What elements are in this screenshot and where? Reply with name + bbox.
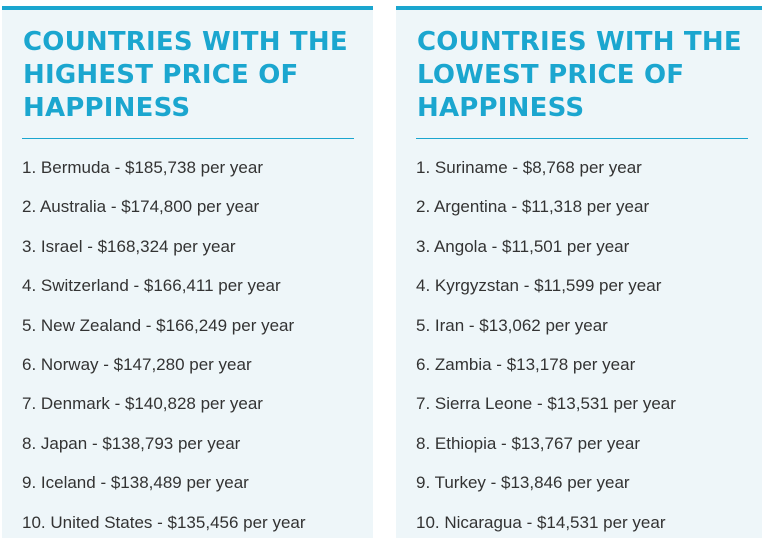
list-item: 1. Suriname - $8,768 per year (416, 158, 642, 177)
list-item: 7. Sierra Leone - $13,531 per year (416, 394, 676, 414)
list-item: 6. Norway - $147,280 per year (22, 354, 252, 374)
lowest-price-title: COUNTRIES WITH THE LOWEST PRICE OF HAPPI… (417, 27, 742, 123)
highest-price-title: COUNTRIES WITH THE HIGHEST PRICE OF HAPP… (23, 27, 348, 123)
list-item: 3. Angola - $11,501 per year (416, 236, 630, 256)
list-item: 6. Zambia - $13,178 per year (416, 354, 636, 374)
lowest-price-list: 1. Suriname - $8,768 per year 2. Argenti… (416, 153, 761, 538)
list-item: 2. Argentina - $11,318 per year (416, 197, 650, 217)
list-item: 8. Japan - $138,793 per year (22, 433, 241, 453)
list-item: 1. Bermuda - $185,738 per year (22, 158, 263, 177)
highest-price-list: 1. Bermuda - $185,738 per year 2. Austra… (22, 153, 367, 538)
list-item: 4. Kyrgyzstan - $11,599 per year (416, 276, 662, 296)
list-item: 3. Israel - $168,324 per year (22, 236, 236, 256)
list-item: 7. Denmark - $140,828 per year (22, 394, 263, 414)
lowest-price-panel: COUNTRIES WITH THE LOWEST PRICE OF HAPPI… (396, 6, 762, 538)
title-divider (416, 138, 748, 139)
highest-price-panel: COUNTRIES WITH THE HIGHEST PRICE OF HAPP… (2, 6, 373, 538)
list-item: 8. Ethiopia - $13,767 per year (416, 433, 640, 453)
list-item: 9. Turkey - $13,846 per year (416, 473, 630, 493)
list-item: 10. United States - $135,456 per year (22, 512, 306, 532)
list-item: 5. New Zealand - $166,249 per year (22, 315, 295, 335)
title-divider (22, 138, 354, 139)
list-item: 2. Australia - $174,800 per year (22, 197, 260, 217)
list-item: 5. Iran - $13,062 per year (416, 315, 608, 335)
list-item: 10. Nicaragua - $14,531 per year (416, 512, 666, 532)
list-item: 9. Iceland - $138,489 per year (22, 473, 249, 493)
list-item: 4. Switzerland - $166,411 per year (22, 276, 281, 296)
